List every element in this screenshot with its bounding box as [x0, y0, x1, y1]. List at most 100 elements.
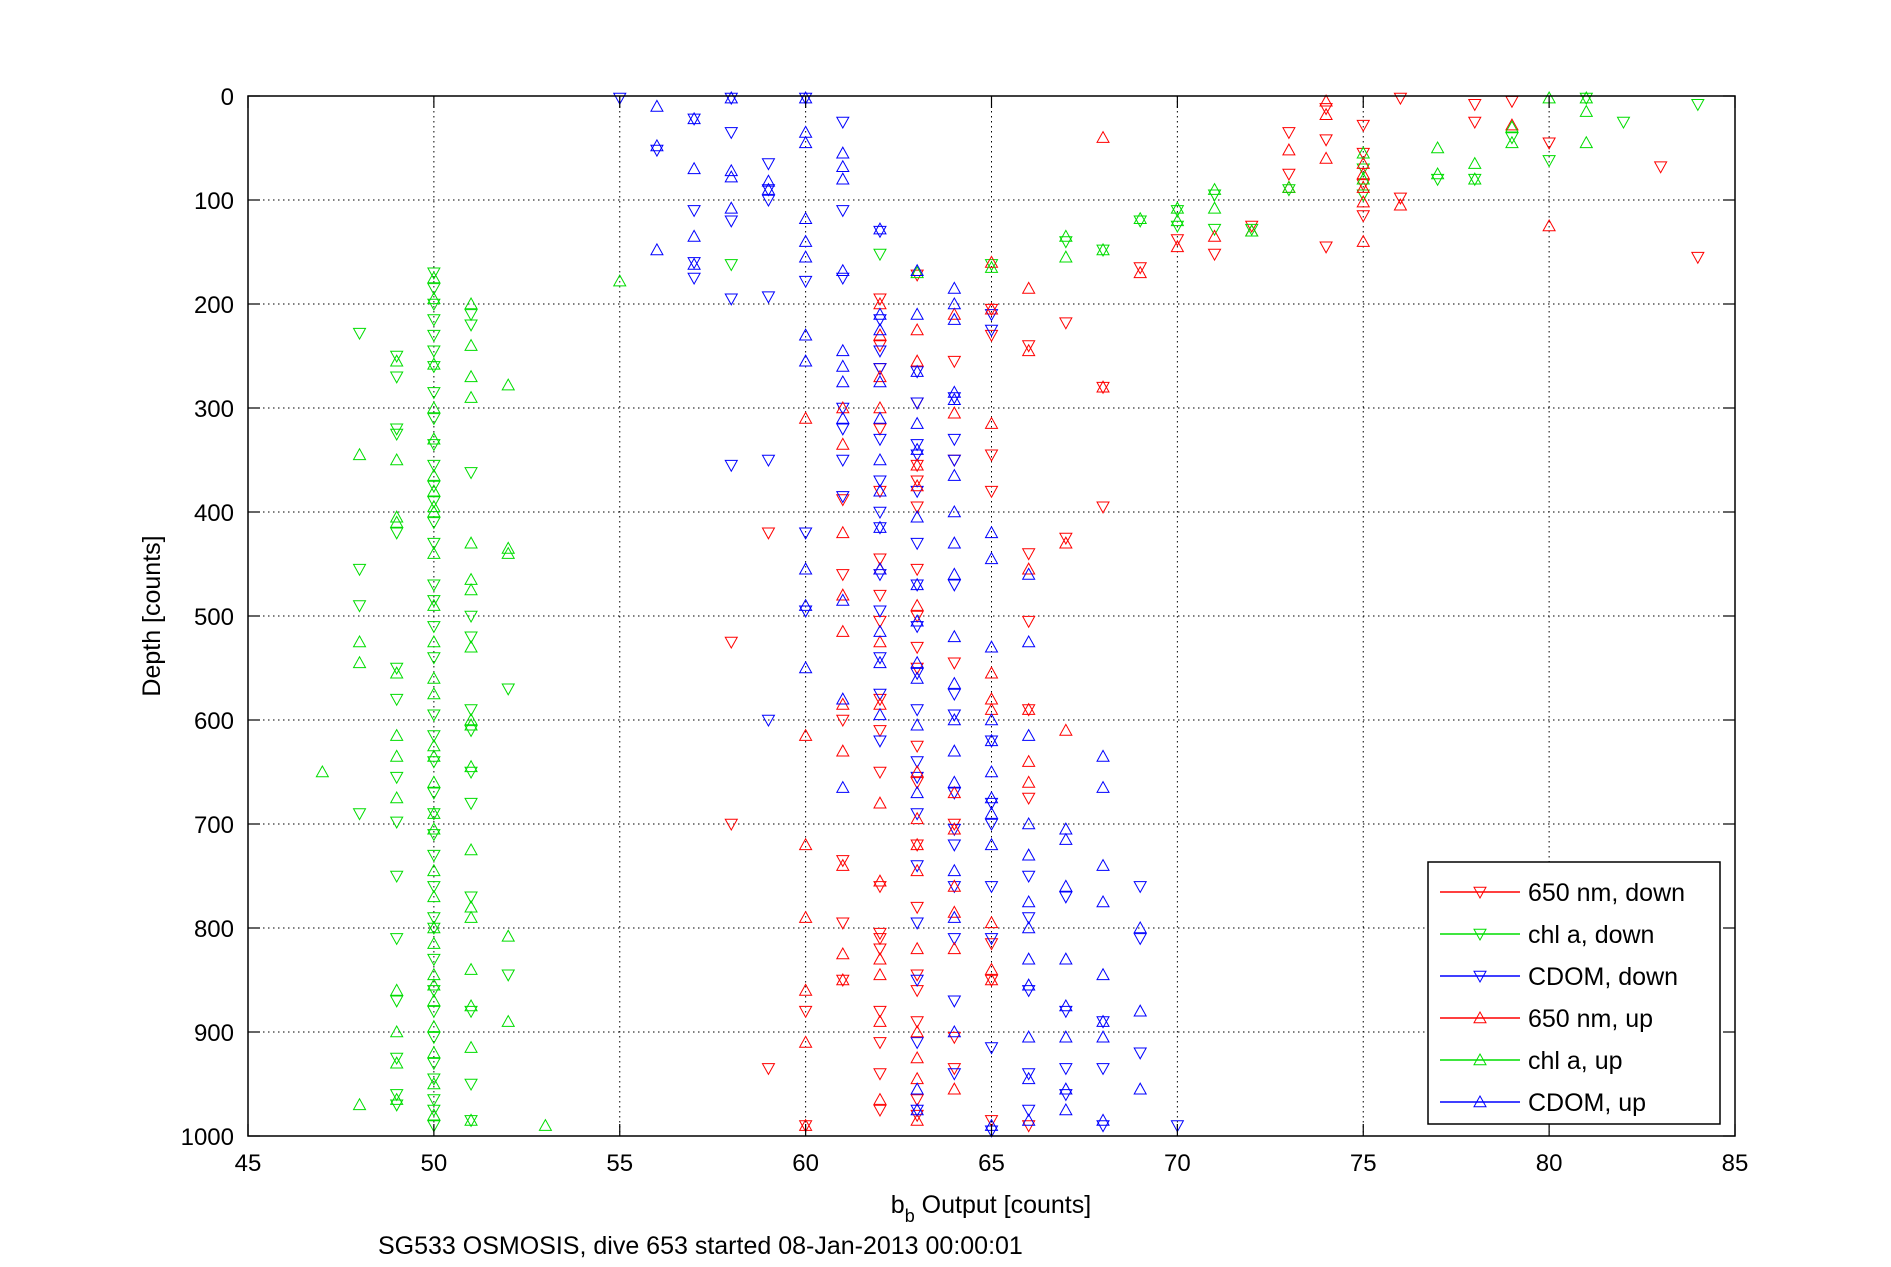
legend-item: CDOM, up	[1440, 1089, 1646, 1117]
data-point	[389, 662, 404, 676]
data-point	[873, 796, 887, 809]
data-point	[1467, 172, 1482, 185]
data-point	[427, 993, 441, 1007]
data-point	[947, 657, 962, 670]
data-point	[1059, 1089, 1073, 1102]
data-point	[910, 439, 924, 452]
data-point	[873, 707, 887, 721]
data-point	[910, 718, 924, 731]
data-point	[1021, 1120, 1036, 1133]
data-point	[910, 785, 924, 799]
data-point	[798, 211, 813, 225]
data-point	[1021, 792, 1036, 806]
data-point	[427, 1076, 441, 1090]
data-point	[984, 666, 999, 679]
data-point	[1319, 107, 1333, 121]
data-point	[1244, 224, 1259, 237]
data-point	[427, 400, 441, 414]
data-point	[835, 205, 850, 218]
data-point	[1096, 380, 1110, 393]
data-point	[1356, 147, 1371, 161]
data-point	[687, 257, 701, 270]
data-point	[389, 1092, 404, 1105]
data-point	[947, 676, 962, 689]
data-point	[724, 127, 739, 140]
y-tick-label: 1000	[181, 1124, 234, 1151]
data-point	[464, 582, 478, 596]
data-point	[910, 777, 924, 790]
data-point	[910, 563, 924, 577]
data-point	[427, 709, 441, 722]
legend-label: CDOM, up	[1528, 1089, 1646, 1117]
data-point	[873, 624, 887, 637]
data-point	[947, 839, 962, 852]
data-point	[427, 806, 441, 819]
data-point	[427, 598, 441, 611]
data-point	[1356, 146, 1371, 159]
data-point	[910, 458, 924, 471]
x-tick-label: 85	[1722, 1150, 1749, 1177]
data-point	[427, 270, 441, 284]
data-point	[910, 839, 924, 852]
data-point	[427, 387, 441, 400]
data-point	[1542, 155, 1556, 168]
data-point	[835, 159, 850, 173]
legend-item: CDOM, down	[1440, 963, 1678, 991]
data-point	[427, 439, 441, 452]
data-point	[1021, 920, 1036, 934]
data-point	[835, 454, 850, 468]
data-point	[1356, 189, 1371, 202]
data-point	[835, 374, 850, 388]
data-point	[910, 1082, 924, 1095]
data-point	[1059, 1063, 1073, 1076]
x-axis-label-main: b	[891, 1191, 905, 1219]
data-point	[798, 92, 813, 106]
data-point	[464, 338, 478, 351]
data-point	[427, 361, 441, 374]
data-point	[1021, 1071, 1036, 1085]
data-point	[464, 631, 478, 644]
data-point	[1133, 262, 1148, 275]
data-point	[501, 541, 516, 554]
y-tick-label: 600	[194, 708, 234, 735]
data-point	[910, 837, 924, 851]
data-point	[947, 744, 962, 757]
data-point	[501, 1014, 516, 1027]
data-point	[910, 771, 924, 785]
data-point	[650, 99, 664, 112]
data-point	[389, 515, 404, 528]
data-point	[910, 1109, 924, 1123]
data-point	[761, 184, 776, 197]
data-point	[984, 329, 999, 343]
data-point	[464, 1115, 478, 1128]
data-point	[910, 1094, 924, 1107]
series-1	[352, 92, 1705, 1133]
data-point	[873, 1092, 887, 1105]
data-point	[798, 275, 813, 289]
data-point	[910, 416, 924, 429]
data-point	[427, 1045, 441, 1059]
data-point	[798, 411, 813, 424]
data-point	[873, 634, 887, 648]
data-point	[1505, 120, 1519, 133]
data-point	[389, 1099, 404, 1112]
data-point	[798, 598, 813, 611]
data-point	[1096, 1014, 1110, 1027]
data-point	[1059, 317, 1073, 330]
data-point	[427, 922, 441, 936]
data-point	[724, 293, 739, 306]
data-point	[427, 484, 441, 497]
data-point	[612, 274, 627, 287]
data-point	[947, 312, 962, 325]
data-point	[427, 496, 441, 509]
data-point	[1096, 130, 1110, 143]
data-point	[984, 806, 999, 819]
data-point	[1021, 1104, 1036, 1118]
data-point	[910, 449, 924, 462]
data-point	[464, 718, 478, 731]
data-point	[1467, 156, 1482, 169]
data-point	[1319, 103, 1333, 116]
data-point	[1207, 189, 1222, 202]
data-point	[873, 475, 887, 488]
